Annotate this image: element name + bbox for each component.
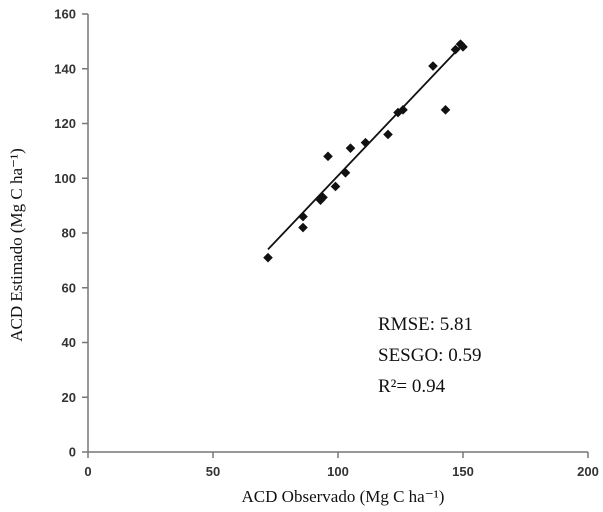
data-point bbox=[383, 129, 393, 140]
data-point bbox=[330, 181, 341, 192]
bias-annotation: SESGO: 0.59 bbox=[378, 345, 481, 366]
y-ticks: 0 20 40 60 80 100 120 140 160 bbox=[54, 7, 88, 460]
data-point bbox=[298, 222, 308, 233]
data-points bbox=[263, 39, 468, 263]
x-tick-label: 0 bbox=[84, 464, 91, 479]
data-point bbox=[428, 61, 438, 71]
data-point bbox=[263, 252, 273, 263]
x-axis-title: ACD Observado (Mg C ha⁻¹) bbox=[242, 487, 445, 506]
data-point bbox=[458, 42, 468, 52]
data-point bbox=[323, 151, 333, 162]
y-axis-title: ACD Estimado (Mg C ha⁻¹) bbox=[7, 148, 26, 342]
x-tick-label: 200 bbox=[577, 464, 599, 479]
data-point bbox=[298, 211, 308, 222]
y-tick-label: 20 bbox=[62, 390, 76, 405]
y-tick-label: 140 bbox=[54, 61, 76, 76]
data-point bbox=[450, 44, 461, 55]
axes bbox=[87, 14, 588, 453]
rmse-annotation: RMSE: 5.81 bbox=[378, 314, 473, 335]
data-point bbox=[360, 137, 371, 148]
data-point bbox=[340, 167, 351, 178]
y-tick-label: 80 bbox=[62, 226, 76, 241]
x-tick-label: 50 bbox=[206, 464, 220, 479]
data-point bbox=[345, 143, 356, 153]
x-tick-label: 150 bbox=[452, 464, 474, 479]
x-ticks: 0 50 100 150 200 bbox=[84, 452, 599, 479]
x-tick-label: 100 bbox=[327, 464, 349, 479]
y-tick-label: 120 bbox=[54, 116, 76, 131]
y-tick-label: 100 bbox=[54, 171, 76, 186]
y-tick-label: 0 bbox=[69, 445, 76, 460]
data-point bbox=[318, 192, 328, 203]
data-point bbox=[398, 105, 408, 115]
data-point bbox=[440, 105, 451, 115]
r-squared-annotation: R²= 0.94 bbox=[378, 376, 446, 397]
y-tick-label: 40 bbox=[62, 335, 76, 350]
y-tick-label: 160 bbox=[54, 7, 76, 22]
y-tick-label: 60 bbox=[62, 280, 76, 295]
